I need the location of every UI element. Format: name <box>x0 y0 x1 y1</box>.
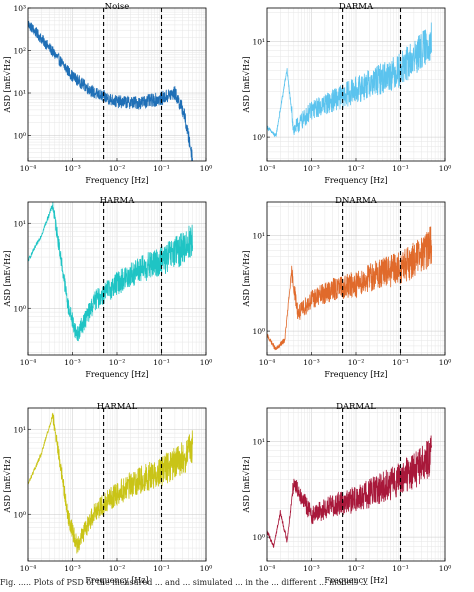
panel-title: DARMA <box>339 2 374 12</box>
x-tick-label: 10⁰ <box>439 564 452 573</box>
x-tick-label: 10⁻¹ <box>153 164 170 173</box>
y-axis-label: ASD [mE√Hz] <box>3 250 12 307</box>
series-line-darmal <box>267 435 433 548</box>
y-axis-label: ASD [mE√Hz] <box>242 250 251 307</box>
y-tick-label: 10¹ <box>252 37 265 46</box>
x-tick-label: 10⁻⁴ <box>259 164 276 173</box>
y-axis-label: ASD [mE√Hz] <box>3 56 12 113</box>
x-tick-label: 10⁻⁴ <box>259 358 276 367</box>
y-tick-label: 10¹ <box>13 425 26 434</box>
x-tick-label: 10⁻¹ <box>392 164 409 173</box>
y-tick-label: 10¹ <box>13 219 26 228</box>
y-tick-label: 10⁰ <box>252 327 265 336</box>
y-tick-label: 10⁰ <box>252 533 265 542</box>
panel-harma: 10⁻⁴ 10⁻³ 10⁻² 10⁻¹ 10⁰ 10⁰ 10¹ HARMA Frequency … <box>3 196 212 379</box>
x-tick-label: 10⁻¹ <box>153 358 170 367</box>
series-line-harma <box>28 202 194 342</box>
y-tick-label: 10⁰ <box>13 304 26 313</box>
x-tick-label: 10⁰ <box>200 358 213 367</box>
x-axis-label: Frequency [Hz] <box>85 370 148 379</box>
x-tick-label: 10⁻³ <box>64 164 81 173</box>
x-tick-label: 10⁻² <box>109 164 126 173</box>
x-tick-label: 10⁻² <box>109 564 126 573</box>
x-axis-label: Frequency [Hz] <box>324 370 387 379</box>
x-tick-label: 10⁻² <box>109 358 126 367</box>
x-tick-label: 10⁰ <box>200 564 213 573</box>
y-tick-label: 10⁰ <box>252 133 265 142</box>
y-axis-label: ASD [mE√Hz] <box>242 456 251 513</box>
panel-darmal: 10⁻⁴ 10⁻³ 10⁻² 10⁻¹ 10⁰ 10⁰ 10¹ DARMAL Frequency… <box>242 402 451 585</box>
panel-noise: 10⁻⁴ 10⁻³ 10⁻² 10⁻¹ 10⁰ 10⁰ 10¹ 10² 10³ Noise Freq… <box>3 2 212 185</box>
y-tick-label: 10⁰ <box>13 510 26 519</box>
x-tick-label: 10⁻⁴ <box>20 164 37 173</box>
x-tick-label: 10⁻⁴ <box>20 358 37 367</box>
y-tick-label: 10¹ <box>13 89 26 98</box>
x-axis-label: Frequency [Hz] <box>85 576 148 585</box>
panel-title: DARMAL <box>336 402 376 412</box>
x-tick-label: 10⁻² <box>348 164 365 173</box>
panel-title: HARMAL <box>97 402 138 412</box>
x-tick-label: 10⁻¹ <box>392 564 409 573</box>
y-tick-label: 10¹ <box>252 437 265 446</box>
y-tick-label: 10¹ <box>252 231 265 240</box>
x-tick-label: 10⁻² <box>348 358 365 367</box>
y-tick-label: 10² <box>13 47 26 56</box>
x-tick-label: 10⁻³ <box>64 358 81 367</box>
x-axis-label: Frequency [Hz] <box>85 176 148 185</box>
y-axis-label: ASD [mE√Hz] <box>242 56 251 113</box>
x-tick-label: 10⁻⁴ <box>259 564 276 573</box>
x-axis-label: Frequency [Hz] <box>324 576 387 585</box>
x-tick-label: 10⁻³ <box>303 564 320 573</box>
x-tick-label: 10⁻¹ <box>392 358 409 367</box>
x-tick-label: 10⁻³ <box>303 358 320 367</box>
panel-title: Noise <box>105 2 130 12</box>
panel-darma: 10⁻⁴ 10⁻³ 10⁻² 10⁻¹ 10⁰ 10⁰ 10¹ DARMA Frequency … <box>242 2 451 185</box>
panel-title: DNARMA <box>335 196 377 206</box>
x-tick-label: 10⁰ <box>439 164 452 173</box>
y-tick-label: 10⁰ <box>13 132 26 141</box>
panel-dnarma: 10⁻⁴ 10⁻³ 10⁻² 10⁻¹ 10⁰ 10⁰ 10¹ DNARMA Frequency… <box>242 196 451 379</box>
x-tick-label: 10⁰ <box>439 358 452 367</box>
y-tick-label: 10³ <box>13 4 26 13</box>
figure-caption: Fig. ..... Plots of PSD of the measured … <box>0 578 369 587</box>
x-tick-label: 10⁰ <box>200 164 213 173</box>
panel-harmal: 10⁻⁴ 10⁻³ 10⁻² 10⁻¹ 10⁰ 10⁰ 10¹ HARMAL Frequency… <box>3 402 212 585</box>
y-axis-label: ASD [mE√Hz] <box>3 456 12 513</box>
x-tick-label: 10⁻² <box>348 564 365 573</box>
series-line-harmal <box>28 412 194 554</box>
x-tick-label: 10⁻¹ <box>153 564 170 573</box>
series-line-noise <box>28 20 193 161</box>
x-tick-label: 10⁻³ <box>303 164 320 173</box>
x-tick-label: 10⁻⁴ <box>20 564 37 573</box>
series-line-darma <box>267 22 433 138</box>
panel-title: HARMA <box>100 196 136 206</box>
x-tick-label: 10⁻³ <box>64 564 81 573</box>
x-axis-label: Frequency [Hz] <box>324 176 387 185</box>
series-line-dnarma <box>267 226 433 351</box>
